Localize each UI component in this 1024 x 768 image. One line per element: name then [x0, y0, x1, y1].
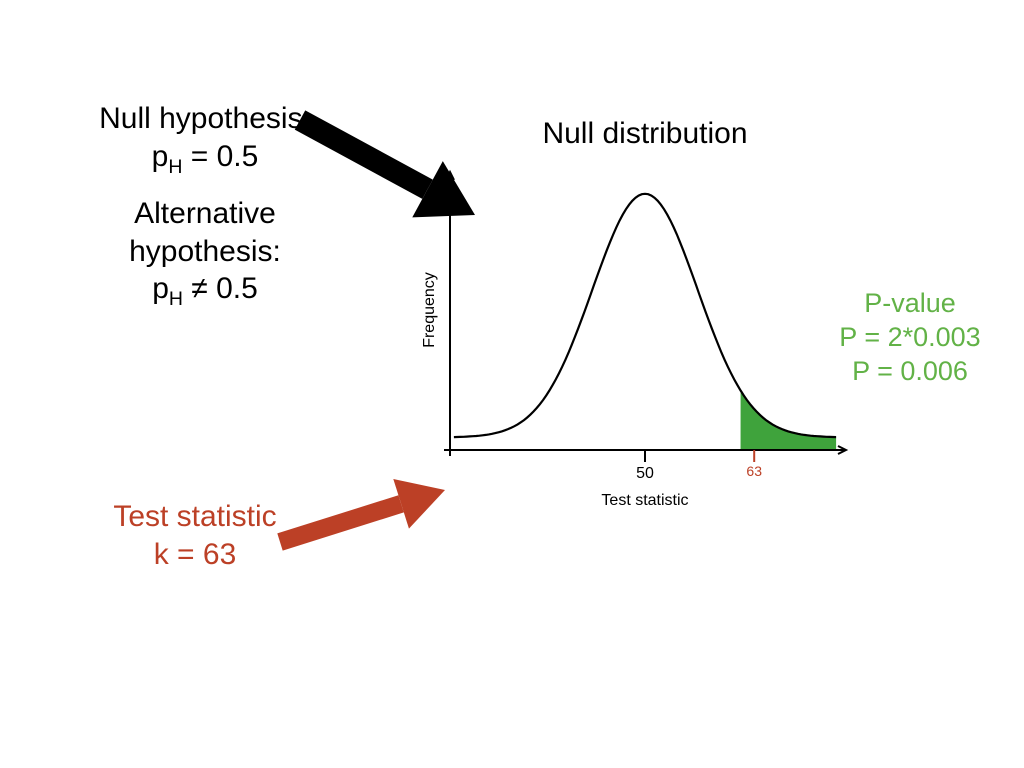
arrow-teststat-to-chart	[272, 465, 453, 567]
slide: Null hypothesis: pH = 0.5 Alternative hy…	[0, 0, 1024, 768]
arrows-layer	[0, 0, 1024, 768]
arrow-null-to-chart	[285, 92, 491, 243]
